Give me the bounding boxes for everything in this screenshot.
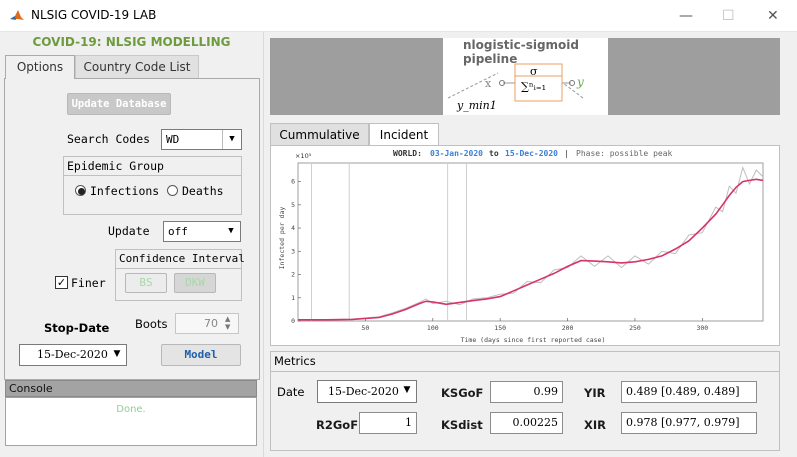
y-tick-label: 2 [291,271,295,279]
search-codes-value: WD [166,133,180,146]
chart-header-phase: Phase: possible peak [576,149,673,158]
search-codes-dropdown[interactable]: WD ▼ [161,129,242,150]
metrics-title: Metrics [274,354,316,368]
y-tick-label: 5 [291,201,295,209]
console-output: Done. [5,397,257,446]
deaths-label: Deaths [182,184,224,198]
x-tick-label: 150 [494,324,506,332]
chart-header-separator: | [564,149,569,158]
title-bar: NLSIG COVID-19 LAB — ☐ ✕ [0,0,797,32]
finer-label: Finer [71,276,106,290]
y-tick-label: 4 [291,224,295,232]
model-button[interactable]: Model [161,344,241,366]
deaths-radio[interactable] [167,185,178,196]
x-tick-label: 100 [427,324,439,332]
y-tick-label: 6 [291,178,295,186]
y-tick-label: 1 [291,294,295,302]
tab-options[interactable]: Options [5,55,75,79]
stop-date-value: 15-Dec-2020 [37,348,108,361]
y-multiplier: ×10⁵ [295,152,312,160]
ksgof-label: KSGoF [441,386,484,400]
r2gof-value: 1 [359,412,417,434]
chevron-down-icon: ▼ [228,226,234,236]
maximize-button[interactable]: ☐ [722,8,735,24]
pipeline-diagram: nlogistic-sigmoid pipeline σ ∑ⁿᵢ₌₁ x y y… [443,38,608,115]
update-label: Update [108,224,150,238]
sigma-symbol: σ [530,65,538,78]
x-tick-label: 250 [629,324,641,332]
ksdist-value: 0.00225 [490,412,563,434]
x-tick-label: 50 [361,324,369,332]
chart-header-to: to [489,149,499,158]
epidemic-group-box [63,156,242,215]
panel-heading: COVID-19: NLSIG MODELLING [32,35,231,49]
search-codes-label: Search Codes [67,132,151,146]
yir-label: YIR [584,386,606,400]
stop-date-label: Stop-Date [44,321,110,335]
close-button[interactable]: ✕ [767,8,779,24]
ksdist-label: KSdist [441,418,483,432]
date-label: Date [277,385,305,399]
dkw-button[interactable]: DKW [174,273,216,293]
x-tick-label: 300 [696,324,708,332]
y-tick-label: 0 [291,317,295,325]
xir-value: 0.978 [0.977, 0.979] [621,412,757,434]
epidemic-group-label: Epidemic Group [67,159,164,173]
tab-country-code-list[interactable]: Country Code List [75,55,199,78]
confidence-interval-box [115,249,242,301]
finer-checkbox[interactable]: ✓ [55,276,68,289]
update-dropdown[interactable]: off ▼ [163,221,241,242]
divider [63,175,242,176]
minimize-button[interactable]: — [679,8,693,24]
matlab-icon [9,8,25,24]
metrics-date-value: 15-Dec-2020 [328,385,399,398]
tab-incident[interactable]: Incident [369,123,439,146]
boots-stepper-icon[interactable]: ▲ ▼ [225,315,231,331]
series-line [298,178,764,321]
xir-label: XIR [584,418,607,432]
x-tick-label: 200 [562,324,574,332]
boots-input[interactable]: 70 [175,313,239,334]
input-x: x [485,77,492,90]
sum-symbol: ∑ⁿᵢ₌₁ [521,80,547,93]
incident-chart: WORLD: 03-Jan-2020 to 15-Dec-2020 | Phas… [278,149,764,344]
window-title: NLSIG COVID-19 LAB [31,8,157,22]
boots-label: Boots [135,317,168,331]
chevron-down-icon: ▼ [222,130,241,149]
chart-header-start: 03-Jan-2020 [430,149,483,158]
metrics-date-dropdown[interactable]: 15-Dec-2020 ▼ [317,380,417,403]
plot-area: WORLD: 03-Jan-2020 to 15-Dec-2020 | Phas… [270,145,780,346]
series-line [297,166,764,321]
chart-header-end: 15-Dec-2020 [505,149,558,158]
chart-header-prefix: WORLD: [393,149,422,158]
ymin-label: y_min1 [457,99,497,112]
yir-value: 0.489 [0.489, 0.489] [621,381,757,403]
pipeline-svg [447,63,584,102]
ksgof-value: 0.99 [490,381,563,403]
infections-label: Infections [90,184,160,198]
r2gof-label: R2GoF [316,418,359,432]
x-axis-label: Time (days since first reported case) [461,336,606,344]
bs-button[interactable]: BS [125,273,167,293]
divider [271,371,779,372]
update-database-button[interactable]: Update Database [67,93,171,115]
console-text: Done. [116,404,146,415]
y-axis-label: Infected per day [278,207,286,270]
chevron-down-icon: ▼ [113,349,121,359]
y-tick-label: 3 [291,247,295,255]
pipeline-title: nlogistic-sigmoid pipeline [463,38,579,66]
chevron-down-icon: ▼ [403,385,411,395]
confidence-interval-label: Confidence Interval [119,252,245,265]
update-value: off [168,225,188,238]
tab-cummulative[interactable]: Cummulative [270,123,369,146]
output-y: y [577,75,584,89]
plot-frame [297,162,764,322]
infections-radio[interactable] [75,185,86,196]
console-header: Console [5,380,257,397]
divider [115,268,242,269]
metrics-panel: Metrics Date 15-Dec-2020 ▼ KSGoF 0.99 YI… [270,351,780,451]
stop-date-dropdown[interactable]: 15-Dec-2020 ▼ [19,344,127,366]
